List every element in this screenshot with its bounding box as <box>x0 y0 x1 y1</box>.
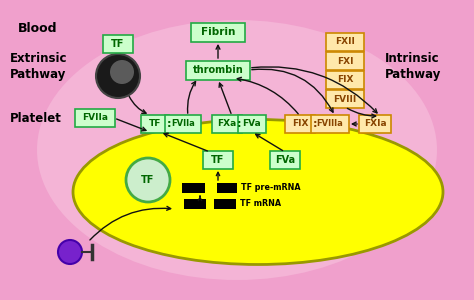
Text: FXI: FXI <box>337 56 353 65</box>
Text: FVIII: FVIII <box>333 94 356 103</box>
FancyBboxPatch shape <box>212 115 242 133</box>
Circle shape <box>110 60 134 84</box>
Circle shape <box>58 240 82 264</box>
FancyBboxPatch shape <box>75 109 115 127</box>
Text: FXa: FXa <box>218 119 237 128</box>
Text: :: : <box>167 119 171 129</box>
FancyBboxPatch shape <box>285 115 315 133</box>
Text: Extrinsic
Pathway: Extrinsic Pathway <box>10 52 67 81</box>
FancyBboxPatch shape <box>203 151 233 169</box>
Text: TF: TF <box>211 155 225 165</box>
Text: Fibrin: Fibrin <box>201 27 235 37</box>
Ellipse shape <box>73 119 443 265</box>
FancyBboxPatch shape <box>103 35 133 53</box>
Text: TF pre-mRNA: TF pre-mRNA <box>241 184 301 193</box>
Text: FIX: FIX <box>337 76 353 85</box>
FancyBboxPatch shape <box>165 115 201 133</box>
Text: Blood: Blood <box>18 22 57 35</box>
FancyBboxPatch shape <box>270 151 300 169</box>
Ellipse shape <box>37 20 437 280</box>
FancyBboxPatch shape <box>326 71 364 89</box>
Text: FIX: FIX <box>292 119 308 128</box>
Bar <box>184 199 206 209</box>
Text: FXIa: FXIa <box>364 119 386 128</box>
FancyBboxPatch shape <box>359 115 391 133</box>
Text: FVa: FVa <box>243 119 261 128</box>
Circle shape <box>126 158 170 202</box>
Circle shape <box>96 54 140 98</box>
Text: FVIIa: FVIIa <box>171 119 195 128</box>
Text: TF: TF <box>111 39 125 49</box>
Text: FVIIIa: FVIIIa <box>317 119 343 128</box>
FancyBboxPatch shape <box>326 33 364 51</box>
Text: Platelet: Platelet <box>10 112 62 125</box>
Bar <box>214 199 236 209</box>
FancyBboxPatch shape <box>141 115 169 133</box>
Text: TF: TF <box>149 119 161 128</box>
Text: FVa: FVa <box>275 155 295 165</box>
Text: TF mRNA: TF mRNA <box>240 200 281 208</box>
FancyBboxPatch shape <box>238 115 266 133</box>
Bar <box>205 182 217 194</box>
Text: Intrinsic
Pathway: Intrinsic Pathway <box>385 52 441 81</box>
FancyBboxPatch shape <box>326 52 364 70</box>
Text: :: : <box>237 119 242 129</box>
Text: FXII: FXII <box>335 38 355 46</box>
FancyBboxPatch shape <box>326 90 364 108</box>
FancyBboxPatch shape <box>186 61 250 80</box>
Text: TF: TF <box>141 175 155 185</box>
Text: FVIIa: FVIIa <box>82 113 108 122</box>
FancyBboxPatch shape <box>191 22 245 41</box>
Text: :: : <box>313 119 317 129</box>
FancyBboxPatch shape <box>311 115 349 133</box>
Bar <box>182 183 237 193</box>
Text: thrombin: thrombin <box>192 65 243 75</box>
